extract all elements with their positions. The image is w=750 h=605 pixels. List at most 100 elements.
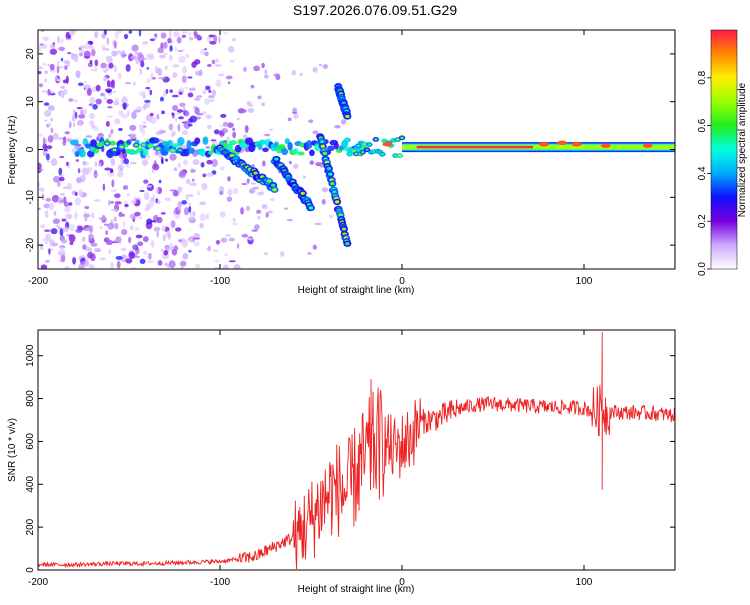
noise-speckle <box>215 239 221 245</box>
noise-speckle <box>199 201 206 206</box>
noise-speckle <box>88 103 93 107</box>
signal-blob <box>262 147 269 153</box>
colorbar-ticks: 0.0 0.2 0.4 0.6 0.8 <box>697 70 711 276</box>
noise-speckle <box>204 98 211 105</box>
noise-speckle <box>88 233 94 242</box>
noise-speckle <box>158 129 167 134</box>
noise-speckle <box>195 116 201 120</box>
noise-speckle <box>107 172 115 177</box>
noise-speckle <box>206 159 213 165</box>
noise-speckle <box>43 203 51 209</box>
signal-core <box>178 148 182 152</box>
noise-speckle <box>66 37 72 41</box>
noise-speckle <box>309 160 315 165</box>
noise-speckle <box>45 259 50 263</box>
noise-speckle <box>219 191 224 196</box>
noise-speckle <box>340 119 347 125</box>
noise-speckle <box>196 95 203 98</box>
noise-speckle <box>111 179 115 188</box>
noise-speckle <box>62 140 67 146</box>
noise-speckle <box>264 133 271 137</box>
noise-speckle <box>38 133 43 137</box>
noise-speckle <box>110 128 114 135</box>
figure-title: S197.2026.076.09.51.G29 <box>293 2 457 18</box>
doppler-track-core <box>330 182 335 186</box>
noise-speckle <box>114 193 121 199</box>
snr-series-line <box>38 332 675 570</box>
noise-speckle <box>199 213 207 222</box>
noise-speckle <box>139 189 145 192</box>
noise-speckle <box>95 84 101 92</box>
noise-speckle <box>193 232 200 239</box>
noise-speckle <box>174 46 178 52</box>
noise-speckle <box>86 87 92 96</box>
noise-speckle <box>100 92 105 97</box>
noise-speckle <box>64 206 71 213</box>
y-tick-label: 0 <box>25 146 36 152</box>
x-tick-label: 100 <box>576 276 593 287</box>
noise-speckle <box>83 162 90 166</box>
noise-speckle <box>120 247 127 252</box>
noise-speckle <box>47 104 55 112</box>
signal-blob <box>309 149 315 157</box>
noise-speckle <box>291 69 297 76</box>
noise-speckle <box>57 36 60 44</box>
noise-speckle <box>226 196 233 202</box>
noise-speckle <box>59 155 65 158</box>
noise-speckle <box>38 182 41 188</box>
noise-speckle <box>202 173 207 178</box>
y-tick-label: -20 <box>25 237 36 252</box>
noise-speckle <box>111 50 118 57</box>
colorbar-tick-label: 0.2 <box>697 214 708 228</box>
noise-speckle <box>79 52 83 57</box>
noise-speckle <box>78 188 83 197</box>
noise-speckle <box>247 237 252 241</box>
spectrogram-y-label: Frequency (Hz) <box>7 116 18 185</box>
noise-speckle <box>149 53 154 60</box>
noise-speckle <box>96 136 99 142</box>
noise-speckle <box>110 201 114 204</box>
noise-speckle <box>183 207 190 216</box>
noise-speckle <box>48 248 51 255</box>
noise-speckle <box>91 212 95 219</box>
noise-speckle <box>269 128 274 132</box>
noise-speckle <box>123 158 130 165</box>
y-tick-label: 20 <box>25 48 36 60</box>
noise-speckle <box>222 264 229 269</box>
noise-speckle <box>280 251 285 257</box>
noise-speckle <box>179 102 186 107</box>
noise-speckle <box>183 120 191 130</box>
noise-speckle <box>263 74 269 79</box>
noise-speckle <box>104 237 110 243</box>
noise-speckle <box>264 69 268 75</box>
noise-speckle <box>220 237 228 243</box>
noise-speckle <box>172 64 180 68</box>
noise-speckle <box>201 183 208 191</box>
noise-speckle <box>142 125 147 128</box>
noise-speckle <box>89 59 93 65</box>
noise-speckle <box>214 259 219 263</box>
noise-speckle <box>170 220 176 229</box>
signal-blob <box>188 147 195 154</box>
noise-speckle <box>116 260 121 269</box>
noise-speckle <box>110 189 118 192</box>
x-tick-label: -100 <box>210 276 230 287</box>
noise-speckle <box>108 62 114 69</box>
noise-speckle <box>178 116 184 120</box>
noise-speckle <box>93 199 101 202</box>
noise-speckle <box>42 137 46 146</box>
noise-speckle <box>118 153 124 159</box>
noise-speckle <box>113 216 117 222</box>
noise-speckle <box>182 105 186 112</box>
noise-speckle <box>321 187 329 193</box>
noise-speckle <box>48 122 52 127</box>
noise-speckle <box>122 185 129 190</box>
noise-speckle <box>157 46 165 54</box>
noise-speckle <box>113 64 118 73</box>
noise-speckle <box>84 205 90 210</box>
noise-speckle <box>52 242 59 247</box>
noise-speckle <box>181 129 189 136</box>
noise-speckle <box>38 168 44 171</box>
signal-blob <box>297 151 305 156</box>
